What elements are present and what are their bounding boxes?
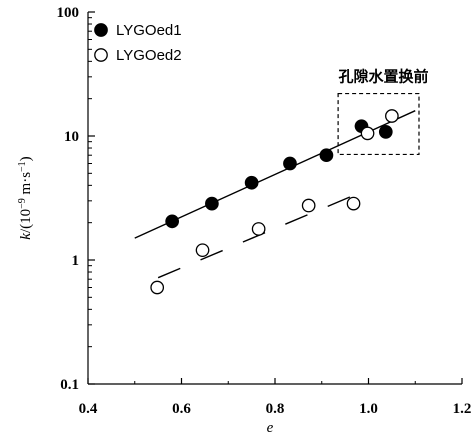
point-LYGOed2-5 bbox=[360, 126, 375, 141]
legend-label-LYGOed1: LYGOed1 bbox=[116, 22, 182, 39]
x-tick-label: 0.8 bbox=[266, 401, 285, 417]
x-tick-label: 1.2 bbox=[453, 401, 472, 417]
x-tick-label: 0.4 bbox=[79, 401, 98, 417]
point-LYGOed2-4 bbox=[346, 196, 361, 211]
point-LYGOed1-4 bbox=[319, 148, 334, 163]
point-LYGOed2-1 bbox=[195, 243, 210, 258]
point-LYGOed2-3 bbox=[301, 198, 316, 213]
point-LYGOed1-0 bbox=[165, 214, 179, 229]
legend-marker-LYGOed1 bbox=[94, 23, 108, 37]
annotation: 孔隙水置换前 bbox=[337, 68, 429, 156]
x-axis-title: e bbox=[267, 420, 274, 436]
x-tick-label: 1.0 bbox=[359, 401, 378, 417]
y-tick-label: 100 bbox=[57, 5, 80, 21]
point-LYGOed2-2 bbox=[251, 222, 266, 236]
point-LYGOed2-0 bbox=[150, 280, 165, 295]
data-points bbox=[150, 109, 399, 295]
axes: 0.4 0.6 0.8 1.0 1.2 0.1 1 10 100 e k/(10−9 m·s−1) bbox=[17, 5, 472, 436]
point-LYGOed1-2 bbox=[244, 175, 259, 190]
annotation-box bbox=[337, 92, 420, 156]
point-LYGOed1-1 bbox=[205, 196, 219, 211]
legend-label-LYGOed2: LYGOed2 bbox=[116, 47, 182, 64]
y-tick-label: 1 bbox=[72, 253, 80, 269]
point-LYGOed1-6 bbox=[378, 125, 393, 139]
x-tick-label: 0.6 bbox=[172, 401, 191, 417]
y-tick-label: 0.1 bbox=[60, 377, 79, 393]
y-axis-title: k/(10−9 m·s−1) bbox=[17, 156, 35, 239]
fit-line-LYGOed2 bbox=[157, 193, 358, 279]
point-LYGOed1-3 bbox=[283, 156, 297, 171]
annotation-label: 孔隙水置换前 bbox=[339, 68, 429, 86]
y-tick-label: 10 bbox=[64, 129, 79, 145]
legend-marker-LYGOed2 bbox=[94, 48, 108, 62]
legend: LYGOed1 LYGOed2 bbox=[94, 22, 182, 64]
point-LYGOed2-6 bbox=[385, 109, 399, 123]
